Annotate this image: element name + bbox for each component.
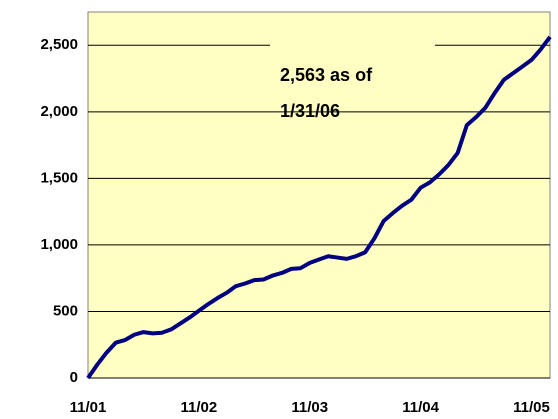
x-tick-label: 11/05 xyxy=(513,399,550,416)
x-tick-label: 11/01 xyxy=(70,399,107,416)
y-tick-label: 1,500 xyxy=(40,169,78,186)
y-tick-label: 1,000 xyxy=(40,236,78,253)
annotation-box xyxy=(270,32,435,58)
y-tick-label: 2,000 xyxy=(40,103,78,120)
x-tick-label: 11/02 xyxy=(181,399,218,416)
annotation: 1/31/06 xyxy=(280,101,340,121)
y-tick-label: 2,500 xyxy=(40,36,78,53)
annotation: 2,563 as of xyxy=(280,65,373,85)
x-tick-label: 11/04 xyxy=(402,399,439,416)
y-tick-label: 500 xyxy=(53,302,78,319)
data-line xyxy=(86,35,552,380)
y-tick-label: 0 xyxy=(70,369,78,386)
plot-area xyxy=(87,11,551,379)
x-tick-label: 11/03 xyxy=(291,399,328,416)
